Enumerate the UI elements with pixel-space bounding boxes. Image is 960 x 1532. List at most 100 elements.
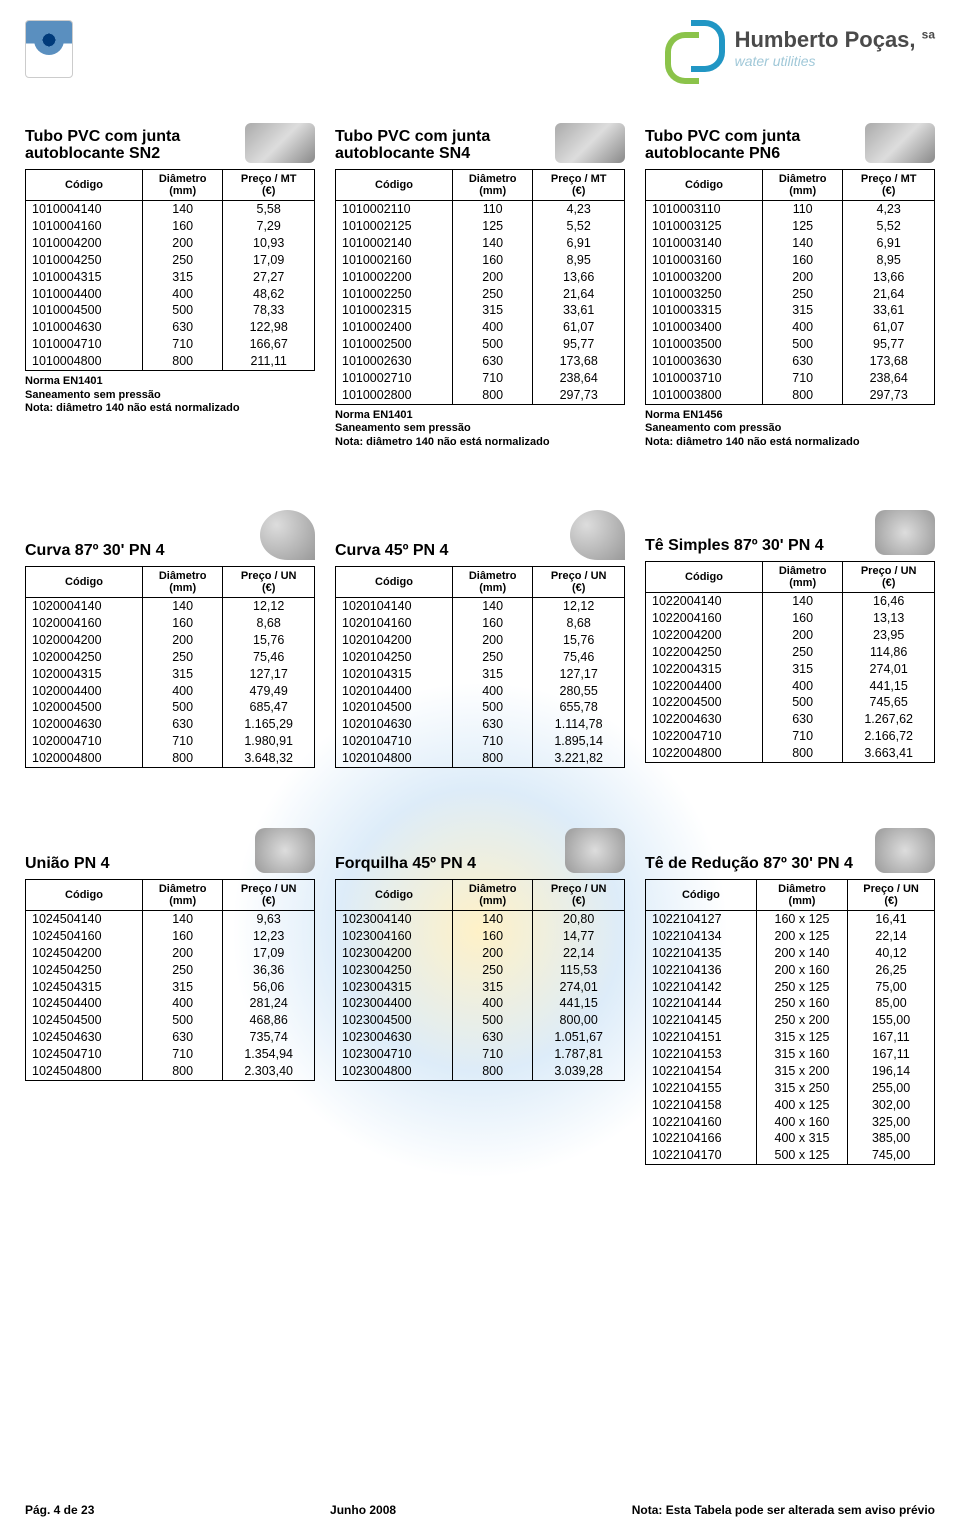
- cell-price: 12,12: [223, 598, 315, 615]
- cell-diameter: 710: [452, 733, 532, 750]
- cell-price: 95,77: [533, 336, 625, 353]
- cell-diameter: 160: [452, 615, 532, 632]
- table-row: 10245047107101.354,94: [26, 1046, 315, 1063]
- price-table-pn6: CódigoDiâmetro(mm)Preço / MT(€)101000311…: [645, 169, 935, 405]
- table-row: 10100031601608,95: [646, 252, 935, 269]
- cell-price: 15,76: [533, 632, 625, 649]
- cell-code: 1010004140: [26, 201, 143, 218]
- cell-price: 3.648,32: [223, 750, 315, 767]
- table-row: 1022104134200 x 12522,14: [646, 928, 935, 945]
- table-row: 10200047107101.980,91: [26, 733, 315, 750]
- cell-price: 6,91: [533, 235, 625, 252]
- cell-price: 1.165,29: [223, 716, 315, 733]
- cell-price: 122,98: [223, 319, 315, 336]
- cell-price: 3.039,28: [533, 1063, 625, 1080]
- certification-logo: [25, 20, 73, 78]
- table-row: 10230047107101.787,81: [336, 1046, 625, 1063]
- cell-code: 1010003315: [646, 302, 763, 319]
- cell-code: 1022004315: [646, 661, 763, 678]
- cell-diameter: 250: [452, 649, 532, 666]
- table-row: 10230046306301.051,67: [336, 1029, 625, 1046]
- col-diameter: Diâmetro(mm): [452, 566, 532, 597]
- col-price: Preço / UN(€): [533, 879, 625, 910]
- price-table-forquilha: CódigoDiâmetro(mm)Preço / UN(€)102300414…: [335, 879, 625, 1081]
- cell-price: 61,07: [533, 319, 625, 336]
- cell-price: 325,00: [848, 1114, 935, 1131]
- cell-price: 22,14: [533, 945, 625, 962]
- cell-diameter: 400: [143, 286, 223, 303]
- product-image-sn2: [245, 123, 315, 163]
- product-row-3: União PN 4CódigoDiâmetro(mm)Preço / UN(€…: [25, 828, 935, 1165]
- cell-code: 1022004140: [646, 593, 763, 610]
- cell-code: 1010002710: [336, 370, 453, 387]
- cell-code: 1010003140: [646, 235, 763, 252]
- cell-code: 1020104500: [336, 699, 453, 716]
- cell-price: 302,00: [848, 1097, 935, 1114]
- col-price: Preço / UN(€): [223, 566, 315, 597]
- table-row: 1024504630630735,74: [26, 1029, 315, 1046]
- product-title-forquilha: Forquilha 45º PN 4: [335, 855, 476, 873]
- table-row: 102010420020015,76: [336, 632, 625, 649]
- cell-price: 61,07: [843, 319, 935, 336]
- company-name: Humberto Poças, sa: [735, 27, 935, 53]
- cell-price: 12,23: [223, 928, 315, 945]
- cell-diameter: 500: [452, 699, 532, 716]
- cell-price: 173,68: [843, 353, 935, 370]
- col-price: Preço / UN(€): [843, 561, 935, 592]
- cell-diameter: 160: [453, 252, 533, 269]
- cell-diameter: 125: [453, 218, 533, 235]
- cell-price: 441,15: [843, 678, 935, 695]
- cell-code: 1020004160: [26, 615, 143, 632]
- cell-code: 1010002400: [336, 319, 453, 336]
- cell-diameter: 400: [142, 683, 222, 700]
- cell-price: 6,91: [843, 235, 935, 252]
- col-code: Código: [646, 170, 763, 201]
- table-row: 1020104315315127,17: [336, 666, 625, 683]
- table-row: 1010002630630173,68: [336, 353, 625, 370]
- cell-diameter: 250 x 200: [756, 1012, 847, 1029]
- cell-price: 1.980,91: [223, 733, 315, 750]
- cell-diameter: 500: [142, 699, 222, 716]
- footer-note: Nota: Esta Tabela pode ser alterada sem …: [632, 1503, 935, 1517]
- table-row: 102300416016014,77: [336, 928, 625, 945]
- col-price: Preço / UN(€): [223, 879, 315, 910]
- cell-price: 8,95: [533, 252, 625, 269]
- cell-code: 1010003710: [646, 370, 763, 387]
- table-row: 1020004315315127,17: [26, 666, 315, 683]
- cell-code: 1022104127: [646, 911, 757, 928]
- table-row: 101000325025021,64: [646, 286, 935, 303]
- table-row: 1022004400400441,15: [646, 678, 935, 695]
- cell-diameter: 800: [762, 745, 842, 762]
- product-image-pn6: [865, 123, 935, 163]
- cell-code: 1020104400: [336, 683, 453, 700]
- cell-price: 1.354,94: [223, 1046, 315, 1063]
- cell-code: 1010002160: [336, 252, 453, 269]
- cell-code: 1023004140: [336, 911, 453, 928]
- cell-code: 1010004500: [26, 302, 143, 319]
- table-row: 1022104170500 x 125745,00: [646, 1147, 935, 1164]
- note-line: Nota: diâmetro 140 não está normalizado: [645, 436, 935, 450]
- cell-diameter: 800: [763, 387, 843, 404]
- cell-diameter: 140: [142, 598, 222, 615]
- cell-code: 1020004200: [26, 632, 143, 649]
- table-row: 1022104145250 x 200155,00: [646, 1012, 935, 1029]
- cell-price: 1.051,67: [533, 1029, 625, 1046]
- cell-diameter: 140: [143, 201, 223, 218]
- cell-diameter: 400: [452, 995, 532, 1012]
- cell-price: 17,09: [223, 945, 315, 962]
- table-row: 1022104151315 x 125167,11: [646, 1029, 935, 1046]
- table-row: 1022104135200 x 14040,12: [646, 945, 935, 962]
- cell-diameter: 140: [452, 911, 532, 928]
- col-price: Preço / UN(€): [848, 879, 935, 910]
- table-row: 101000425025017,09: [26, 252, 315, 269]
- price-table-sn2: CódigoDiâmetro(mm)Preço / MT(€)101000414…: [25, 169, 315, 371]
- cell-diameter: 630: [142, 1029, 222, 1046]
- table-row: 1020104400400280,55: [336, 683, 625, 700]
- col-diameter: Diâmetro(mm): [453, 170, 533, 201]
- table-row: 102200416016013,13: [646, 610, 935, 627]
- cell-diameter: 200: [143, 235, 223, 252]
- table-row: 10245048008002.303,40: [26, 1063, 315, 1080]
- table-row: 1010004710710166,67: [26, 336, 315, 353]
- cell-code: 1010002630: [336, 353, 453, 370]
- cell-price: 9,63: [223, 911, 315, 928]
